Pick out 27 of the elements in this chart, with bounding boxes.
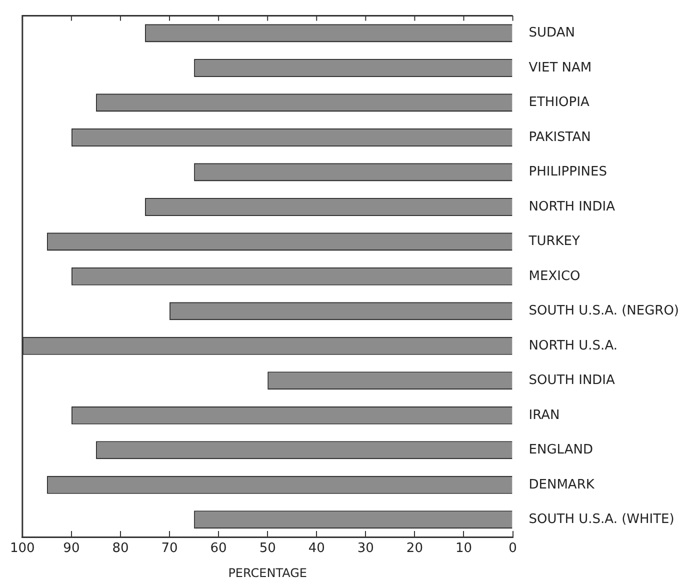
y-tick-label: IRAN <box>528 408 560 423</box>
x-tick-label: 100 <box>10 541 35 556</box>
y-tick-label: VIET NAM <box>528 60 592 76</box>
y-tick-label: PHILIPPINES <box>528 164 608 180</box>
y-tick-label: TURKEY <box>528 234 580 250</box>
y-tick-label: NORTH U.S.A. <box>528 338 618 354</box>
y-tick-label: DENMARK <box>528 477 595 492</box>
x-tick-label: 90 <box>63 541 80 556</box>
x-tick-label: 60 <box>210 541 227 556</box>
x-tick-label: 50 <box>259 541 276 556</box>
x-axis-title: PERCENTAGE <box>228 566 307 580</box>
y-tick-label: SUDAN <box>528 26 575 41</box>
y-tick-label: NORTH INDIA <box>528 199 616 214</box>
x-tick-label: 0 <box>508 541 517 556</box>
y-tick-label: PAKISTAN <box>528 130 591 145</box>
y-tick-label: SOUTH U.S.A. (NEGRO) <box>528 304 680 319</box>
y-tick-label: SOUTH U.S.A. (WHITE) <box>528 512 674 527</box>
x-tick-label: 70 <box>161 541 178 556</box>
x-tick-label: 40 <box>308 541 325 556</box>
y-tick-label: SOUTH INDIA <box>528 373 616 388</box>
y-tick-label: ENGLAND <box>528 442 593 458</box>
x-tick-label: 20 <box>406 541 423 556</box>
x-tick-label: 10 <box>455 541 472 556</box>
x-tick-label: 30 <box>357 541 374 556</box>
y-tick-label: MEXICO <box>528 268 580 284</box>
y-tick-label: ETHIOPIA <box>528 95 590 110</box>
x-tick-label: 80 <box>112 541 129 556</box>
